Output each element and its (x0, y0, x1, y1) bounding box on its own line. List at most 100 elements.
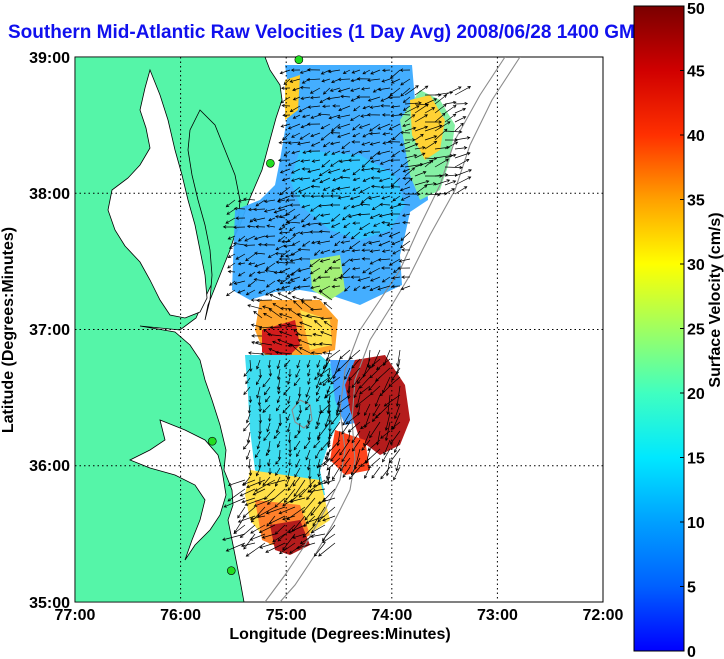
velocity-arrow (262, 404, 271, 413)
velocity-arrow (280, 285, 291, 290)
velocity-arrow (243, 386, 251, 396)
velocity-arrow (331, 186, 341, 192)
velocity-arrow (303, 440, 311, 450)
velocity-arrow (292, 231, 301, 236)
velocity-arrow (333, 276, 341, 281)
velocity-arrow (369, 285, 381, 291)
velocity-arrow (338, 105, 351, 112)
velocity-arrow (308, 488, 326, 494)
velocity-arrow (368, 195, 381, 200)
velocity-arrow (331, 284, 341, 289)
velocity-arrow (262, 476, 271, 487)
velocity-arrow (361, 257, 371, 261)
velocity-arrow (282, 533, 296, 551)
velocity-arrow (248, 262, 256, 266)
velocity-arrow (330, 448, 341, 462)
velocity-arrow (256, 298, 273, 303)
velocity-arrow (323, 301, 333, 310)
velocity-arrow (331, 466, 341, 481)
velocity-arrow (303, 515, 316, 527)
velocity-arrow (327, 368, 331, 378)
velocity-arrow (384, 412, 391, 432)
velocity-arrow (300, 96, 311, 101)
velocity-arrow (400, 78, 411, 86)
velocity-arrow (371, 466, 381, 479)
velocity-arrow (298, 347, 313, 355)
velocity-arrow (327, 431, 332, 441)
velocity-arrow (381, 78, 391, 83)
velocity-arrow (327, 367, 341, 383)
velocity-arrow (279, 69, 291, 75)
velocity-arrow (272, 533, 286, 543)
colorbar-ticks: 0 5 10 15 20 25 30 35 40 45 50 (680, 1, 705, 659)
velocity-arrow (266, 422, 271, 433)
velocity-arrow (296, 359, 301, 369)
velocity-arrow (444, 130, 463, 134)
velocity-arrow (336, 186, 351, 191)
velocity-arrow (306, 68, 321, 72)
velocity-arrow (351, 248, 361, 253)
velocity-arrow (307, 105, 321, 109)
velocity-arrow (316, 413, 321, 426)
velocity-arrow (389, 448, 401, 464)
velocity-arrow (237, 199, 246, 203)
velocity-arrow (266, 515, 276, 527)
velocity-arrow (393, 403, 401, 420)
velocity-arrow (293, 300, 303, 310)
velocity-arrow (328, 422, 332, 433)
velocity-arrow (395, 457, 401, 472)
velocity-arrow (367, 78, 381, 82)
velocity-arrow (397, 266, 411, 270)
velocity-arrow (400, 87, 411, 97)
velocity-arrow (327, 69, 341, 74)
velocity-arrow (277, 338, 293, 346)
velocity-arrow (401, 213, 411, 217)
velocity-arrow (381, 68, 391, 73)
lon-tick-label: 77:00 (55, 607, 96, 624)
velocity-arrow (424, 120, 443, 124)
velocity-arrow (269, 293, 283, 301)
velocity-arrow (320, 316, 333, 321)
velocity-arrow (369, 367, 381, 379)
velocity-arrow (331, 249, 341, 253)
velocity-arrow (288, 449, 292, 458)
velocity-arrow (287, 159, 301, 166)
velocity-arrow (313, 319, 323, 328)
velocity-arrow (282, 404, 291, 414)
velocity-arrow (329, 141, 341, 146)
velocity-arrow (444, 104, 457, 114)
velocity-arrow (289, 343, 303, 355)
velocity-arrow (370, 276, 381, 282)
velocity-arrow (297, 267, 311, 273)
velocity-arrow (434, 121, 451, 132)
velocity-arrow (249, 515, 266, 521)
velocity-arrow (404, 126, 417, 132)
velocity-arrow (356, 95, 371, 99)
velocity-arrow (285, 253, 296, 258)
velocity-arrow (288, 497, 306, 503)
velocity-arrow (262, 305, 273, 310)
velocity-arrow (337, 132, 351, 138)
velocity-arrow (299, 85, 311, 90)
velocity-arrow (307, 377, 311, 385)
velocity-arrow (319, 258, 331, 263)
velocity-arrow (336, 394, 351, 405)
velocity-arrow (342, 231, 351, 239)
velocity-arrow (243, 368, 251, 377)
velocity-arrow (414, 184, 428, 195)
velocity-arrow (272, 340, 283, 346)
velocity-arrow (268, 347, 283, 355)
velocity-arrow (298, 479, 316, 498)
velocity-arrow (243, 243, 256, 248)
colorbar-label: Surface Velocity (cm/s) (707, 212, 724, 387)
velocity-arrow (404, 114, 416, 123)
velocity-arrow (454, 186, 468, 195)
velocity-arrow (390, 78, 401, 84)
sound-water (129, 419, 227, 561)
velocity-arrow (434, 103, 447, 114)
velocity-arrow (330, 222, 341, 228)
velocity-arrow (305, 515, 326, 524)
velocity-arrow (276, 279, 286, 283)
velocity-arrow (380, 430, 391, 439)
longitude-ticks: 77:00 76:00 75:00 74:00 73:00 72:00 (55, 607, 624, 624)
